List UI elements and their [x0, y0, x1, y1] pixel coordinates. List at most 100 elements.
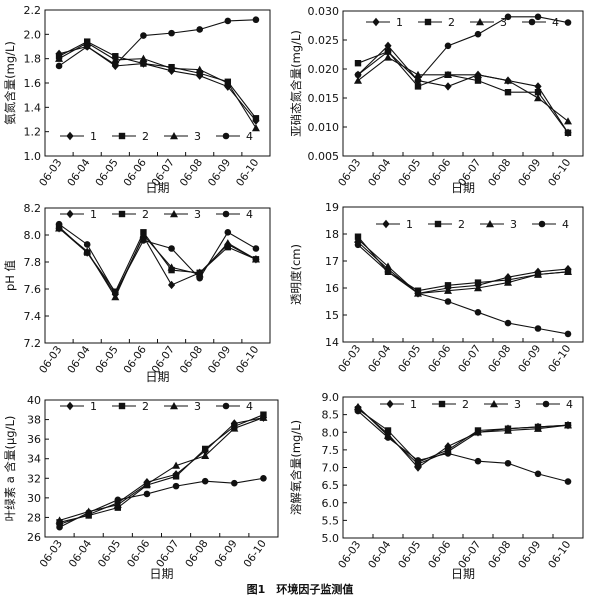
- data-point-series-3: [139, 231, 148, 239]
- data-point-series-4: [56, 523, 63, 531]
- y-tick-label: 15: [325, 309, 339, 322]
- y-tick-label: 34: [27, 453, 41, 466]
- data-point-series-4: [143, 490, 151, 498]
- series-line-3: [357, 56, 569, 122]
- legend-marker: [438, 400, 446, 408]
- legend-label: 3: [194, 130, 201, 143]
- data-point-series-2: [140, 60, 147, 67]
- y-axis-title: pH 值: [3, 259, 17, 291]
- x-tick-label: 06-07: [456, 539, 483, 571]
- y-tick-label: 7.2: [24, 337, 42, 350]
- x-tick-label: 06-04: [65, 344, 93, 376]
- series-line-3: [58, 227, 257, 299]
- legend-label: 1: [90, 400, 97, 413]
- data-point-series-4: [564, 19, 572, 26]
- y-tick-label: 8.2: [24, 202, 42, 215]
- series-line-3: [357, 238, 569, 294]
- x-tick-label: 06-08: [486, 157, 513, 189]
- legend-label: 2: [458, 218, 465, 231]
- y-axis-title: 亚硝态氮含量(mg/L): [289, 30, 303, 137]
- x-tick-label: 06-03: [336, 539, 363, 571]
- data-point-series-3: [354, 76, 362, 84]
- x-axis-title: 日期: [149, 567, 173, 581]
- data-point-series-1: [534, 82, 542, 91]
- x-tick-label: 06-08: [486, 343, 513, 375]
- y-tick-label: 19: [325, 201, 339, 214]
- data-point-series-4: [504, 459, 512, 467]
- data-point-series-3: [534, 270, 542, 278]
- y-tick-label: 38: [27, 414, 41, 427]
- data-point-series-3: [230, 424, 239, 432]
- series-line-4: [357, 244, 569, 335]
- data-point-series-4: [83, 241, 91, 248]
- y-tick-label: 1.4: [24, 101, 42, 114]
- y-tick-label: 1.6: [24, 77, 42, 90]
- series-line-2: [357, 236, 569, 292]
- x-tick-label: 06-10: [546, 539, 573, 571]
- chart-panel-2: 0.005 0.010 0.015 0.020 0.025 0.030 06-03 06-04…: [289, 5, 584, 195]
- data-point-series-4: [55, 220, 63, 228]
- data-point-series-4: [354, 241, 362, 249]
- data-point-series-3: [504, 426, 512, 434]
- x-tick-label: 06-10: [242, 538, 269, 570]
- legend-label: 4: [246, 400, 253, 413]
- legend-marker: [490, 400, 498, 408]
- x-tick-label: 06-03: [336, 343, 363, 375]
- series-line-4: [357, 410, 569, 483]
- legend-label: 2: [142, 130, 149, 143]
- series-line-1: [357, 44, 569, 134]
- data-point-series-4: [196, 274, 203, 282]
- y-tick-label: 8.0: [322, 426, 340, 439]
- legend-marker: [66, 131, 74, 141]
- y-tick-label: 6.0: [322, 497, 340, 510]
- x-axis-title: 日期: [451, 181, 475, 195]
- plot-frame: [44, 207, 271, 344]
- series-line-2: [357, 50, 569, 134]
- x-tick-label: 06-05: [396, 157, 423, 189]
- legend-label: 2: [462, 398, 469, 411]
- y-tick-label: 7.0: [322, 462, 340, 475]
- data-point-series-1: [384, 41, 392, 50]
- x-tick-label: 06-06: [426, 157, 454, 189]
- data-point-series-4: [384, 434, 392, 441]
- legend-label: 4: [566, 398, 573, 411]
- x-tick-label: 06-09: [212, 538, 239, 570]
- data-point-series-3: [259, 413, 268, 421]
- data-point-series-4: [201, 477, 209, 485]
- data-point-series-4: [168, 29, 175, 37]
- data-point-series-2: [384, 427, 392, 434]
- legend-marker: [434, 220, 442, 228]
- data-point-series-3: [534, 94, 542, 102]
- y-tick-label: 30: [27, 492, 41, 505]
- data-point-series-4: [112, 61, 119, 69]
- chart-panel-3: 7.27.47.67.88.08.206-03 06-04 06-05 06-06 06…: [3, 202, 271, 384]
- x-axis-title: 日期: [451, 567, 475, 581]
- data-point-series-3: [564, 117, 572, 125]
- x-tick-label: 06-10: [234, 344, 261, 376]
- x-tick-label: 06-06: [426, 343, 454, 375]
- data-point-series-4: [534, 13, 542, 21]
- y-tick-label: 0.010: [308, 121, 340, 134]
- data-point-series-4: [354, 71, 362, 79]
- data-point-series-2: [534, 89, 542, 96]
- legend-label: 3: [194, 400, 201, 413]
- legend-marker: [170, 132, 178, 140]
- legend-marker: [118, 132, 126, 140]
- x-tick-label: 06-10: [546, 343, 573, 375]
- x-tick-label: 06-09: [516, 343, 543, 375]
- x-tick-label: 06-03: [37, 157, 64, 189]
- legend-label: 4: [246, 208, 253, 221]
- legend-marker: [118, 402, 126, 410]
- data-point-series-4: [196, 26, 203, 33]
- legend-label: 3: [194, 208, 201, 221]
- data-point-series-3: [444, 286, 452, 294]
- data-point-series-4: [85, 509, 92, 516]
- series-line-3: [357, 406, 569, 465]
- data-point-series-4: [444, 298, 452, 305]
- x-tick-label: 06-03: [336, 157, 363, 189]
- y-tick-label: 16: [325, 282, 339, 295]
- legend-marker: [372, 17, 380, 27]
- series-line-2: [357, 408, 569, 463]
- data-point-series-3: [139, 54, 148, 62]
